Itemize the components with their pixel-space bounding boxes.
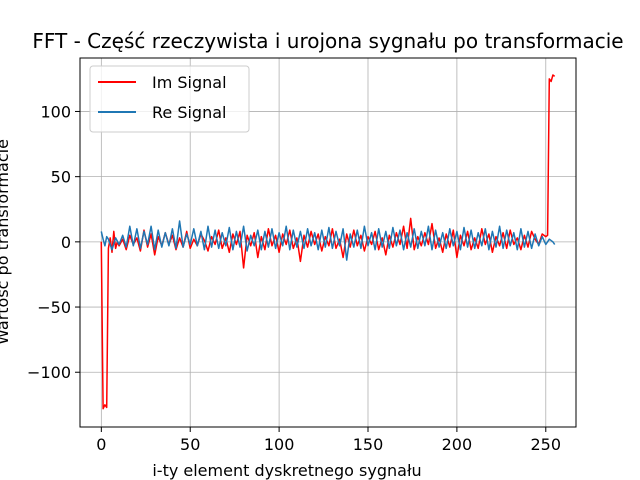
y-tick-label: −50: [37, 298, 71, 317]
x-tick-label: 250: [531, 435, 562, 454]
y-tick-label: −100: [27, 363, 71, 382]
legend-label-im-signal: Im Signal: [152, 73, 227, 92]
y-tick-label: 50: [51, 168, 71, 187]
legend-label-re-signal: Re Signal: [152, 103, 226, 122]
x-tick-label: 150: [353, 435, 384, 454]
x-tick-label: 100: [264, 435, 295, 454]
chart-title: FFT - Część rzeczywista i urojona sygnał…: [32, 29, 623, 53]
y-tick-label: 0: [61, 233, 71, 252]
x-axis-ticks: 0 50 100 150 200 250: [96, 427, 561, 454]
y-axis-label: Wartość po transformacie: [0, 139, 12, 345]
x-tick-label: 0: [96, 435, 106, 454]
y-tick-label: 100: [40, 102, 71, 121]
legend: Im Signal Re Signal: [89, 65, 250, 133]
series-layer: [100, 74, 556, 410]
x-tick-label: 50: [180, 435, 200, 454]
y-axis-ticks: −100 −50 0 50 100: [27, 102, 80, 382]
x-axis-label: i-ty element dyskretnego sygnału: [152, 461, 421, 480]
series-line-re-signal: [100, 220, 556, 261]
plot-area-frame: [79, 57, 577, 428]
x-tick-label: 200: [442, 435, 473, 454]
